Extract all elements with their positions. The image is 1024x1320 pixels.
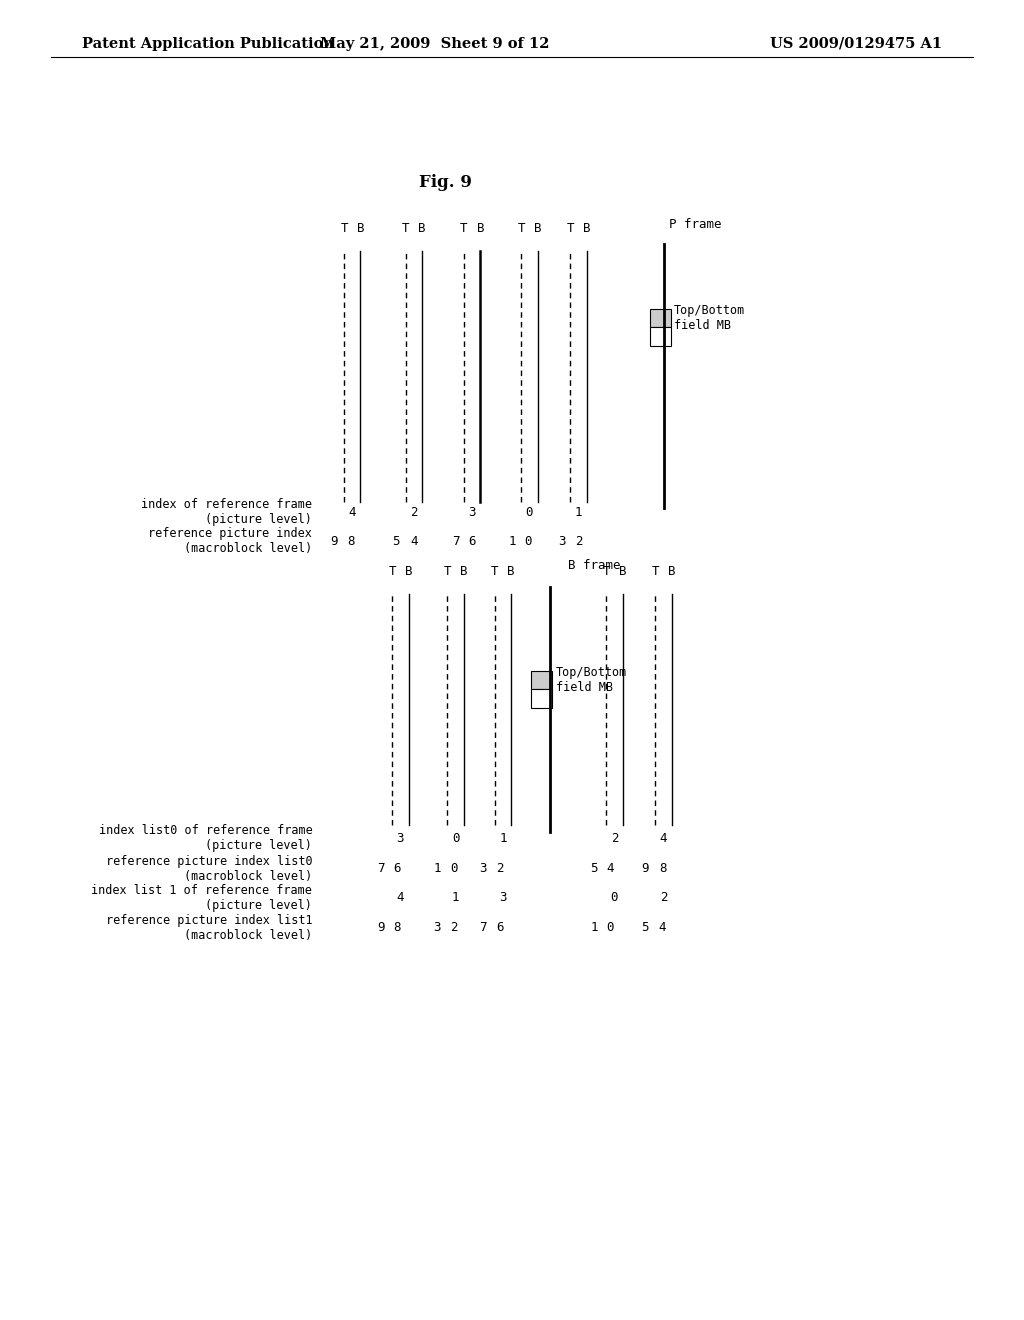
Bar <box>650 327 671 346</box>
Text: 6: 6 <box>393 862 401 875</box>
Text: B: B <box>583 222 591 235</box>
Text: T: T <box>443 565 452 578</box>
Text: 8: 8 <box>393 921 401 935</box>
Text: 9: 9 <box>641 862 649 875</box>
Text: 0: 0 <box>525 506 534 519</box>
Text: 1: 1 <box>508 535 516 548</box>
Text: T: T <box>602 565 610 578</box>
Text: B: B <box>476 222 484 235</box>
Text: P frame: P frame <box>669 218 721 231</box>
Text: 5: 5 <box>590 862 598 875</box>
Text: 4: 4 <box>348 506 356 519</box>
Text: 1: 1 <box>590 921 598 935</box>
Text: 7: 7 <box>452 535 460 548</box>
Text: 2: 2 <box>610 832 618 845</box>
Text: 3: 3 <box>499 891 507 904</box>
Text: 1: 1 <box>499 832 507 845</box>
Text: T: T <box>340 222 348 235</box>
Text: 3: 3 <box>433 921 441 935</box>
Text: 0: 0 <box>610 891 618 904</box>
Bar <box>650 309 671 327</box>
Text: Top/Bottom
field MB: Top/Bottom field MB <box>674 304 745 333</box>
Text: 0: 0 <box>524 535 532 548</box>
Text: 9: 9 <box>330 535 338 548</box>
Text: 0: 0 <box>450 862 458 875</box>
Text: 3: 3 <box>479 862 487 875</box>
Text: 4: 4 <box>659 832 668 845</box>
Text: B: B <box>404 565 413 578</box>
Text: T: T <box>401 222 410 235</box>
Text: Patent Application Publication: Patent Application Publication <box>82 37 334 51</box>
Text: 4: 4 <box>658 921 667 935</box>
Text: 5: 5 <box>641 921 649 935</box>
Text: T: T <box>490 565 499 578</box>
Text: 7: 7 <box>479 921 487 935</box>
Text: B: B <box>534 222 542 235</box>
Text: 2: 2 <box>496 862 504 875</box>
Text: 0: 0 <box>606 921 614 935</box>
Text: 4: 4 <box>396 891 404 904</box>
Text: 3: 3 <box>558 535 566 548</box>
Text: T: T <box>651 565 659 578</box>
Bar <box>531 671 552 689</box>
Text: T: T <box>388 565 396 578</box>
Text: index list 1 of reference frame
(picture level): index list 1 of reference frame (picture… <box>91 883 312 912</box>
Text: 9: 9 <box>377 921 385 935</box>
Bar <box>531 689 552 708</box>
Text: 6: 6 <box>496 921 504 935</box>
Text: B frame: B frame <box>568 558 621 572</box>
Text: 2: 2 <box>574 535 583 548</box>
Text: 2: 2 <box>659 891 668 904</box>
Text: US 2009/0129475 A1: US 2009/0129475 A1 <box>770 37 942 51</box>
Text: 3: 3 <box>396 832 404 845</box>
Text: 1: 1 <box>574 506 583 519</box>
Text: 4: 4 <box>606 862 614 875</box>
Text: 3: 3 <box>468 506 476 519</box>
Text: 1: 1 <box>433 862 441 875</box>
Text: B: B <box>618 565 627 578</box>
Text: May 21, 2009  Sheet 9 of 12: May 21, 2009 Sheet 9 of 12 <box>321 37 550 51</box>
Text: B: B <box>460 565 468 578</box>
Text: 1: 1 <box>452 891 460 904</box>
Text: T: T <box>566 222 574 235</box>
Text: B: B <box>668 565 676 578</box>
Text: 4: 4 <box>410 535 418 548</box>
Text: B: B <box>356 222 365 235</box>
Text: 2: 2 <box>410 506 418 519</box>
Text: Top/Bottom
field MB: Top/Bottom field MB <box>556 665 628 694</box>
Text: 7: 7 <box>377 862 385 875</box>
Text: T: T <box>460 222 468 235</box>
Text: B: B <box>507 565 515 578</box>
Text: B: B <box>418 222 426 235</box>
Text: reference picture index list0
(macroblock level): reference picture index list0 (macrobloc… <box>105 854 312 883</box>
Text: Fig. 9: Fig. 9 <box>419 174 472 191</box>
Text: reference picture index list1
(macroblock level): reference picture index list1 (macrobloc… <box>105 913 312 942</box>
Text: 5: 5 <box>392 535 400 548</box>
Text: index list0 of reference frame
(picture level): index list0 of reference frame (picture … <box>98 824 312 853</box>
Text: 2: 2 <box>450 921 458 935</box>
Text: index of reference frame
(picture level): index of reference frame (picture level) <box>141 498 312 527</box>
Text: 0: 0 <box>452 832 460 845</box>
Text: 8: 8 <box>658 862 667 875</box>
Text: 6: 6 <box>468 535 476 548</box>
Text: reference picture index
(macroblock level): reference picture index (macroblock leve… <box>148 527 312 556</box>
Text: T: T <box>517 222 525 235</box>
Text: 8: 8 <box>347 535 355 548</box>
